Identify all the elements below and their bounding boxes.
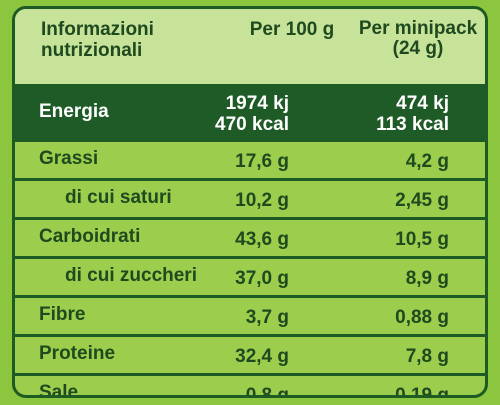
row-per-100g: 3,7 g: [245, 307, 289, 328]
table-row: Proteine 32,4 g 7,8 g: [15, 337, 485, 376]
header-per-minipack: Per minipack (24 g): [353, 19, 483, 59]
row-label: Sale: [39, 382, 79, 398]
row-per-100g: 0,8 g: [245, 385, 289, 398]
row-label: di cui saturi: [65, 187, 172, 208]
header-nutrition-info-line1: Informazioni: [41, 19, 154, 40]
table-row: Fibre 3,7 g 0,88 g: [15, 298, 485, 337]
table-row: di cui saturi 10,2 g 2,45 g: [15, 181, 485, 220]
row-per-100g: 37,0 g: [235, 268, 289, 289]
row-per-minipack: 4,2 g: [405, 151, 449, 172]
row-per-minipack: 0,88 g: [395, 307, 449, 328]
row-per-minipack: 10,5 g: [395, 229, 449, 250]
energy-per-minipack: 474 kj 113 kcal: [376, 93, 449, 135]
row-per-100g: 32,4 g: [235, 346, 289, 367]
header-per-100g: Per 100 g: [249, 19, 335, 40]
row-label: Fibre: [39, 304, 86, 325]
row-per-minipack: 8,9 g: [405, 268, 449, 289]
row-label: Proteine: [39, 343, 116, 364]
row-label: di cui zuccheri: [65, 265, 197, 286]
energy-per-minipack-kcal: 113 kcal: [376, 114, 449, 135]
energy-per-100g-kcal: 470 kcal: [215, 114, 289, 135]
table-row: Carboidrati 43,6 g 10,5 g: [15, 220, 485, 259]
header-per-minipack-line2: (24 g): [392, 38, 444, 59]
energy-row: Energia 1974 kj 470 kcal 474 kj 113 kcal: [15, 87, 485, 142]
table-row: Sale 0,8 g 0,19 g: [15, 376, 485, 398]
row-per-100g: 17,6 g: [235, 151, 289, 172]
row-label: Grassi: [39, 148, 99, 169]
table-row: Grassi 17,6 g 4,2 g: [15, 142, 485, 181]
row-per-minipack: 2,45 g: [395, 190, 449, 211]
energy-per-100g-kj: 1974 kj: [225, 93, 289, 114]
row-per-100g: 43,6 g: [235, 229, 289, 250]
table-header: Informazioni nutrizionali Per 100 g Per …: [15, 9, 485, 87]
energy-per-100g: 1974 kj 470 kcal: [215, 93, 289, 135]
header-nutrition-info-line2: nutrizionali: [41, 40, 143, 61]
row-per-100g: 10,2 g: [235, 190, 289, 211]
energy-per-minipack-kj: 474 kj: [396, 93, 449, 114]
row-per-minipack: 7,8 g: [405, 346, 449, 367]
row-label: Carboidrati: [39, 226, 141, 247]
row-per-minipack: 0,19 g: [395, 385, 449, 398]
energy-label: Energia: [39, 101, 109, 122]
header-per-minipack-line1: Per minipack: [358, 18, 478, 39]
header-nutrition-info: Informazioni nutrizionali: [41, 19, 154, 61]
nutrition-table: Informazioni nutrizionali Per 100 g Per …: [12, 6, 488, 398]
table-row: di cui zuccheri 37,0 g 8,9 g: [15, 259, 485, 298]
